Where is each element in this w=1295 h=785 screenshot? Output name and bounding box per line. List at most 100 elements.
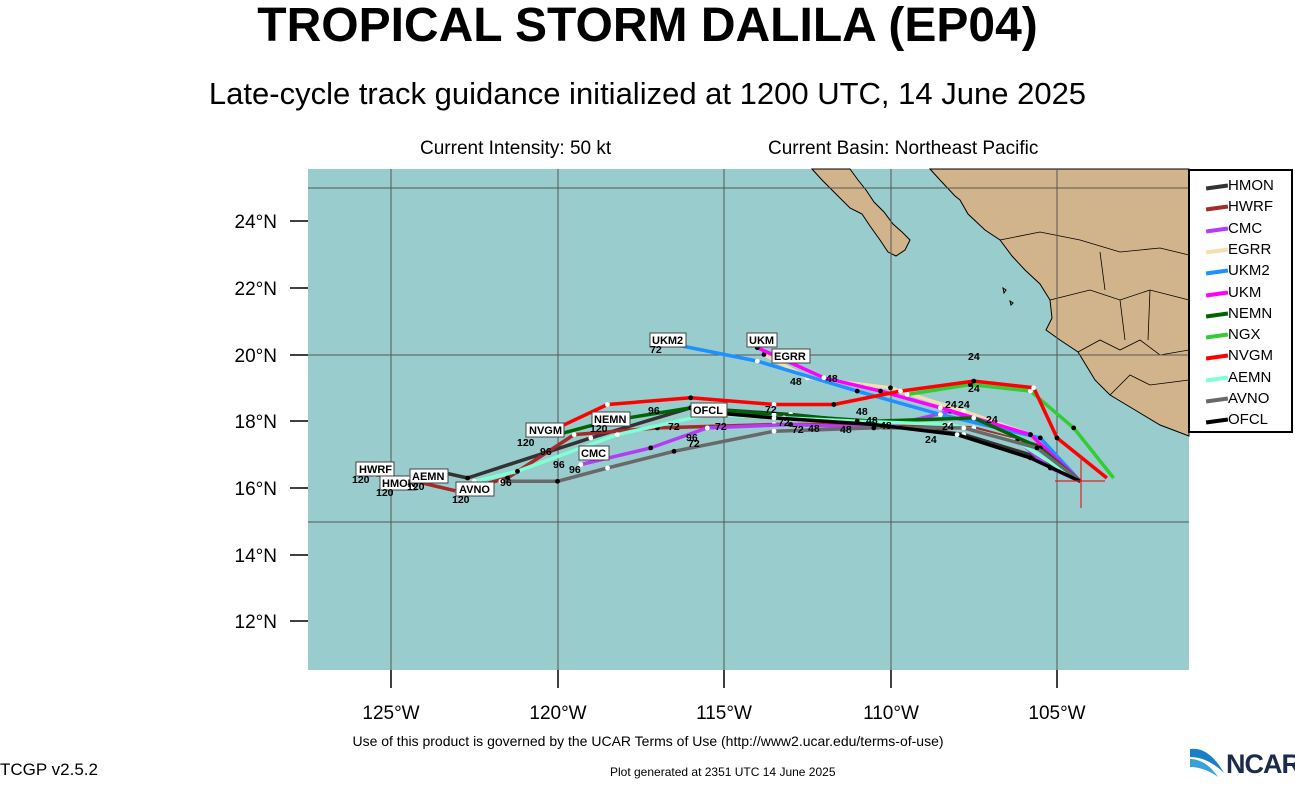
- legend: HMON HWRF CMC EGRR UKM2 UKM NEMN NGX NVGM AEMN AVN…: [1188, 169, 1293, 433]
- legend-label: AEMN: [1228, 368, 1272, 386]
- hour-label: 24: [942, 421, 954, 433]
- hour-label: 96: [686, 432, 698, 444]
- hour-label: 48: [866, 415, 878, 427]
- legend-swatch: [1205, 289, 1229, 298]
- hour-label: 48: [790, 376, 802, 388]
- track-point: [888, 385, 893, 391]
- legend-label: UKM: [1228, 283, 1262, 301]
- legend-swatch: [1205, 375, 1229, 383]
- track-point: [1071, 425, 1077, 431]
- mainland-mexico: [928, 168, 1190, 437]
- track-point: [971, 378, 977, 384]
- hour-label: 96: [648, 405, 660, 417]
- track-point: [1031, 385, 1037, 391]
- hour-label: 48: [856, 406, 868, 418]
- legend-item-ukm: UKM: [1204, 282, 1294, 304]
- track-point: [688, 395, 694, 401]
- hour-label: 72: [765, 404, 777, 416]
- hour-label: 24: [968, 351, 980, 363]
- track-point: [938, 405, 943, 411]
- map-title: TROPICAL STORM DALILA (EP04): [257, 0, 1038, 52]
- track-nvgm: [556, 379, 1108, 480]
- hour-label: 48: [808, 423, 820, 435]
- legend-item-hmon: HMON: [1204, 175, 1294, 197]
- legend-item-ofcl: OFCL: [1204, 409, 1294, 431]
- hour-label: 120: [452, 494, 470, 506]
- hour-label: 24: [958, 399, 970, 411]
- legend-label: HWRF: [1228, 198, 1273, 216]
- hour-label: 48: [840, 424, 852, 436]
- track-point: [571, 432, 577, 437]
- generated-timestamp: Plot generated at 2351 UTC 14 June 2025: [610, 765, 836, 779]
- x-axis-labels: 125°W 120°W 115°W 110°W 105°W: [362, 703, 1085, 724]
- ncar-swoosh-icon: [1190, 748, 1224, 777]
- track-point: [771, 415, 777, 421]
- hour-label: 96: [500, 477, 512, 489]
- legend-item-avno: AVNO: [1204, 388, 1294, 410]
- track-point: [1034, 445, 1040, 451]
- track-point: [871, 425, 877, 431]
- hour-label: 120: [590, 423, 608, 435]
- track-point: [465, 475, 470, 481]
- track-point: [898, 388, 903, 394]
- track-point: [854, 388, 860, 394]
- y-tick-label: 24°N: [235, 212, 277, 233]
- hour-label: 24: [925, 434, 937, 446]
- gulf-islands: [1002, 286, 1014, 306]
- legend-swatch: [1205, 396, 1229, 404]
- graticule: [308, 169, 1189, 670]
- x-tick-label: 115°W: [696, 703, 752, 724]
- track-point: [754, 358, 760, 364]
- track-point: [954, 432, 960, 437]
- track-point: [961, 408, 967, 414]
- track-point: [615, 432, 620, 437]
- hour-label: 48: [826, 373, 838, 385]
- track-point: [1028, 432, 1033, 437]
- track-point: [578, 462, 584, 467]
- hour-label: 72: [715, 421, 727, 433]
- label-hmon: HMON: [382, 478, 416, 490]
- land: [810, 168, 1190, 437]
- label-egrr: EGRR: [774, 351, 806, 363]
- hour-label: 72: [688, 438, 700, 450]
- track-point: [605, 465, 610, 471]
- label-hwrf: HWRF: [359, 464, 392, 476]
- track-point: [1037, 435, 1043, 441]
- track-ukm: [756, 346, 1082, 483]
- current-basin: Current Basin: Northeast Pacific: [768, 138, 1039, 159]
- storm-position-marker: [1055, 455, 1105, 508]
- y-tick-label: 22°N: [235, 279, 277, 300]
- label-nemn: NEMN: [594, 414, 626, 426]
- forecast-hour-labels: 120 120 120 120 120 120 72 96 96 96 96 9…: [352, 344, 998, 506]
- track-point: [948, 422, 953, 427]
- y-tick-label: 16°N: [235, 479, 277, 500]
- x-tick-label: 110°W: [863, 703, 919, 724]
- track-ukm2: [673, 342, 1082, 483]
- legend-item-nemn: NEMN: [1204, 303, 1294, 325]
- track-point: [1028, 388, 1033, 394]
- legend-label: EGRR: [1228, 240, 1272, 258]
- label-aemn: AEMN: [412, 471, 444, 483]
- legend-swatch: [1205, 417, 1229, 425]
- y-tick-label: 18°N: [235, 412, 277, 433]
- track-point: [821, 375, 827, 381]
- label-cmc: CMC: [581, 448, 606, 460]
- version-label: TCGP v2.5.2: [0, 760, 98, 779]
- track-point: [938, 412, 943, 417]
- legend-item-aemn: AEMN: [1204, 367, 1294, 389]
- hour-label: 96: [540, 446, 552, 458]
- track-point: [871, 422, 877, 427]
- track-point: [671, 448, 677, 454]
- track-point: [498, 478, 504, 484]
- track-point: [771, 402, 777, 407]
- legend-swatch: [1205, 204, 1229, 212]
- track-point: [904, 392, 910, 397]
- hour-label: 24: [968, 383, 980, 395]
- hour-label: 120: [407, 481, 425, 493]
- label-ukm2: UKM2: [652, 335, 683, 347]
- hour-label: 48: [880, 420, 892, 432]
- ticks: [290, 220, 1058, 688]
- label-ofcl: OFCL: [693, 405, 723, 417]
- legend-label: NEMN: [1228, 304, 1273, 322]
- y-axis-labels: 24°N 22°N 20°N 18°N 16°N 14°N 12°N: [235, 212, 277, 633]
